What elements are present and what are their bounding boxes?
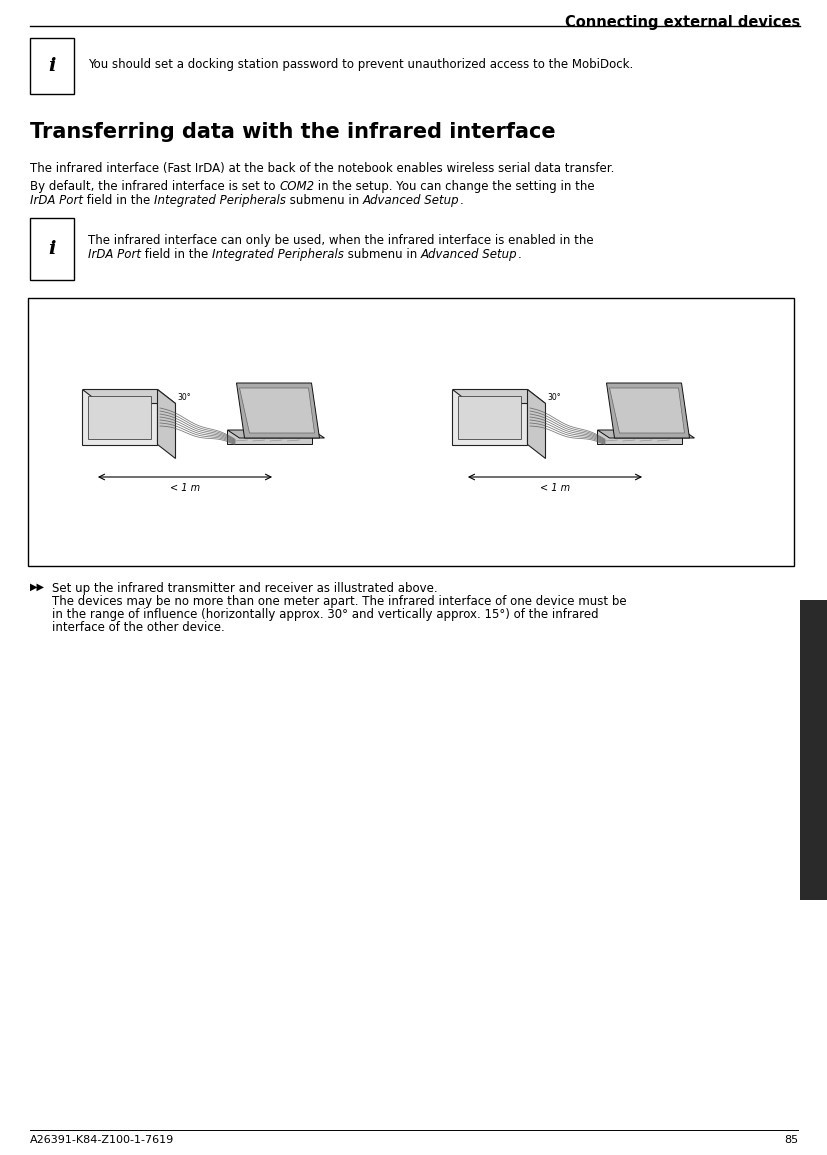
Text: submenu in: submenu in <box>285 194 362 207</box>
Text: A26391-K84-Z100-1-7619: A26391-K84-Z100-1-7619 <box>30 1135 174 1145</box>
Text: .: . <box>517 248 521 261</box>
Bar <box>88 395 151 439</box>
Text: Advanced Setup: Advanced Setup <box>362 194 459 207</box>
Text: in the setup. You can change the setting in the: in the setup. You can change the setting… <box>314 180 595 193</box>
Polygon shape <box>239 388 314 433</box>
Polygon shape <box>227 430 324 438</box>
Text: field in the: field in the <box>83 194 154 207</box>
Text: Transferring data with the infrared interface: Transferring data with the infrared inte… <box>30 122 555 142</box>
Bar <box>452 389 527 445</box>
Polygon shape <box>452 389 545 403</box>
Text: ▶▶: ▶▶ <box>30 582 45 593</box>
Bar <box>30 38 74 94</box>
Polygon shape <box>609 388 684 433</box>
Text: The infrared interface can only be used, when the infrared interface is enabled : The infrared interface can only be used,… <box>88 234 593 247</box>
Polygon shape <box>597 430 694 438</box>
Bar <box>799 599 827 900</box>
Text: COM2: COM2 <box>279 180 314 193</box>
Text: Set up the infrared transmitter and receiver as illustrated above.: Set up the infrared transmitter and rece… <box>52 582 437 595</box>
Polygon shape <box>157 389 175 459</box>
Text: .: . <box>459 194 462 207</box>
Text: submenu in: submenu in <box>343 248 420 261</box>
Bar <box>28 298 793 566</box>
Text: The devices may be no more than one meter apart. The infrared interface of one d: The devices may be no more than one mete… <box>52 595 626 608</box>
Text: in the range of influence (horizontally approx. 30° and vertically approx. 15°) : in the range of influence (horizontally … <box>52 608 598 621</box>
Text: Advanced Setup: Advanced Setup <box>420 248 517 261</box>
Text: Integrated Peripherals: Integrated Peripherals <box>154 194 285 207</box>
Text: IrDA Port: IrDA Port <box>30 194 83 207</box>
Polygon shape <box>237 383 319 438</box>
Bar <box>458 395 521 439</box>
Text: The infrared interface (Fast IrDA) at the back of the notebook enables wireless : The infrared interface (Fast IrDA) at th… <box>30 162 614 176</box>
Text: Connecting external devices: Connecting external devices <box>564 15 799 30</box>
Text: field in the: field in the <box>141 248 212 261</box>
Polygon shape <box>605 383 689 438</box>
Polygon shape <box>527 389 545 459</box>
Text: 30°: 30° <box>177 393 191 402</box>
Text: IrDA Port: IrDA Port <box>88 248 141 261</box>
Text: i: i <box>48 57 55 75</box>
Polygon shape <box>83 389 175 403</box>
Text: Integrated Peripherals: Integrated Peripherals <box>212 248 343 261</box>
Text: < 1 m: < 1 m <box>539 483 569 493</box>
Text: < 1 m: < 1 m <box>170 483 200 493</box>
Text: interface of the other device.: interface of the other device. <box>52 621 224 634</box>
Text: i: i <box>48 240 55 258</box>
Text: 85: 85 <box>783 1135 797 1145</box>
Text: You should set a docking station password to prevent unauthorized access to the : You should set a docking station passwor… <box>88 58 633 70</box>
Text: By default, the infrared interface is set to: By default, the infrared interface is se… <box>30 180 279 193</box>
Bar <box>227 430 312 444</box>
Bar <box>597 430 681 444</box>
Bar <box>83 389 157 445</box>
Text: 30°: 30° <box>547 393 561 402</box>
Bar <box>30 218 74 280</box>
